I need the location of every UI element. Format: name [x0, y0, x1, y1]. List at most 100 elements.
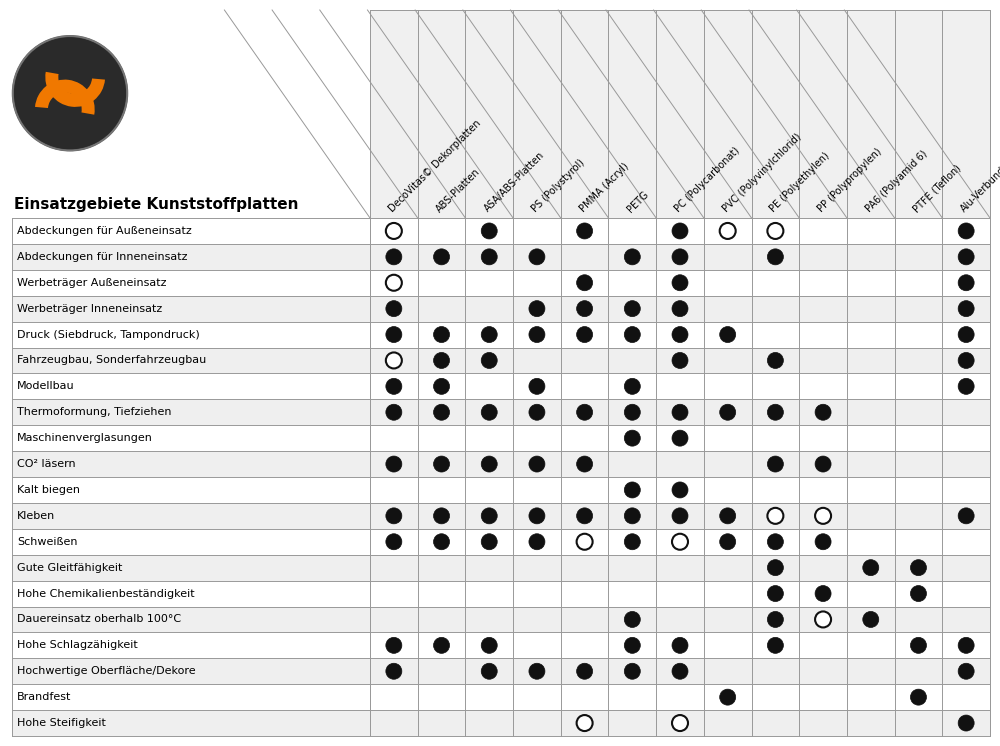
Circle shape	[624, 508, 640, 524]
Bar	[12, 322, 990, 348]
Circle shape	[434, 249, 450, 265]
Circle shape	[577, 533, 593, 550]
Circle shape	[481, 249, 497, 265]
Bar	[12, 684, 990, 710]
Circle shape	[672, 430, 688, 446]
Circle shape	[13, 36, 127, 151]
Circle shape	[672, 533, 688, 550]
Circle shape	[767, 612, 783, 627]
Wedge shape	[35, 80, 95, 115]
Text: Maschinenverglasungen: Maschinenverglasungen	[17, 433, 153, 443]
Bar	[12, 218, 990, 244]
Circle shape	[624, 533, 640, 550]
Text: Fahrzeugbau, Sonderfahrzeugbau: Fahrzeugbau, Sonderfahrzeugbau	[17, 355, 206, 366]
Circle shape	[481, 663, 497, 680]
Circle shape	[767, 223, 783, 239]
Circle shape	[481, 223, 497, 239]
Circle shape	[577, 456, 593, 472]
Circle shape	[386, 301, 402, 316]
Circle shape	[577, 301, 593, 316]
Circle shape	[434, 637, 450, 653]
Bar	[12, 529, 990, 555]
Circle shape	[815, 404, 831, 420]
Text: PVC (Polyvinylchlorid): PVC (Polyvinylchlorid)	[721, 131, 803, 214]
Circle shape	[815, 586, 831, 601]
Circle shape	[767, 404, 783, 420]
Circle shape	[577, 404, 593, 420]
Text: Brandfest: Brandfest	[17, 692, 71, 702]
Text: PA6 (Polyamid 6): PA6 (Polyamid 6)	[864, 148, 929, 214]
Circle shape	[767, 508, 783, 524]
Circle shape	[386, 508, 402, 524]
Circle shape	[910, 586, 926, 601]
Circle shape	[529, 533, 545, 550]
Circle shape	[624, 327, 640, 342]
Circle shape	[434, 378, 450, 395]
Text: PTFE (Teflon): PTFE (Teflon)	[911, 163, 963, 214]
Bar	[12, 555, 990, 580]
Bar	[12, 477, 990, 503]
Circle shape	[481, 352, 497, 369]
Text: PS (Polystyrol): PS (Polystyrol)	[530, 157, 586, 214]
Circle shape	[386, 249, 402, 265]
Circle shape	[720, 533, 736, 550]
Circle shape	[863, 560, 879, 576]
Circle shape	[434, 352, 450, 369]
Circle shape	[624, 378, 640, 395]
Circle shape	[386, 637, 402, 653]
Circle shape	[577, 327, 593, 342]
Bar	[12, 348, 990, 374]
Circle shape	[577, 663, 593, 680]
Circle shape	[672, 352, 688, 369]
Circle shape	[815, 612, 831, 627]
Wedge shape	[45, 72, 105, 107]
Text: Werbeträger Außeneinsatz: Werbeträger Außeneinsatz	[17, 278, 166, 288]
Text: Einsatzgebiete Kunststoffplatten: Einsatzgebiete Kunststoffplatten	[14, 197, 298, 212]
Text: Hohe Schlagzähigkeit: Hohe Schlagzähigkeit	[17, 640, 138, 651]
Circle shape	[624, 404, 640, 420]
Circle shape	[958, 327, 974, 342]
Circle shape	[624, 430, 640, 446]
Circle shape	[434, 508, 450, 524]
Text: ABS-Platten: ABS-Platten	[434, 166, 482, 214]
Text: Hohe Steifigkeit: Hohe Steifigkeit	[17, 718, 106, 728]
Circle shape	[910, 637, 926, 653]
Text: Kleben: Kleben	[17, 511, 55, 521]
Circle shape	[386, 352, 402, 369]
Circle shape	[958, 663, 974, 680]
Circle shape	[386, 533, 402, 550]
Circle shape	[767, 560, 783, 576]
Circle shape	[767, 456, 783, 472]
Text: ASA/ABS-Platten: ASA/ABS-Platten	[482, 150, 546, 214]
Circle shape	[529, 249, 545, 265]
Circle shape	[767, 637, 783, 653]
Circle shape	[434, 533, 450, 550]
Circle shape	[672, 637, 688, 653]
Circle shape	[672, 275, 688, 291]
Circle shape	[481, 404, 497, 420]
Circle shape	[815, 456, 831, 472]
Text: Schweißen: Schweißen	[17, 537, 78, 547]
Circle shape	[958, 352, 974, 369]
Circle shape	[481, 637, 497, 653]
Bar	[12, 425, 990, 451]
Text: Alu-Verbundplatten: Alu-Verbundplatten	[959, 140, 1000, 214]
Circle shape	[434, 327, 450, 342]
Circle shape	[958, 301, 974, 316]
Bar	[12, 451, 990, 477]
Circle shape	[386, 275, 402, 291]
Bar	[12, 374, 990, 399]
Circle shape	[815, 533, 831, 550]
Circle shape	[529, 327, 545, 342]
Bar	[12, 710, 990, 736]
Circle shape	[720, 508, 736, 524]
Circle shape	[958, 223, 974, 239]
Circle shape	[767, 586, 783, 601]
Circle shape	[624, 663, 640, 680]
Circle shape	[624, 612, 640, 627]
Circle shape	[720, 404, 736, 420]
Circle shape	[958, 637, 974, 653]
Circle shape	[910, 560, 926, 576]
Circle shape	[529, 508, 545, 524]
Text: PC (Polycarbonat): PC (Polycarbonat)	[673, 145, 742, 214]
